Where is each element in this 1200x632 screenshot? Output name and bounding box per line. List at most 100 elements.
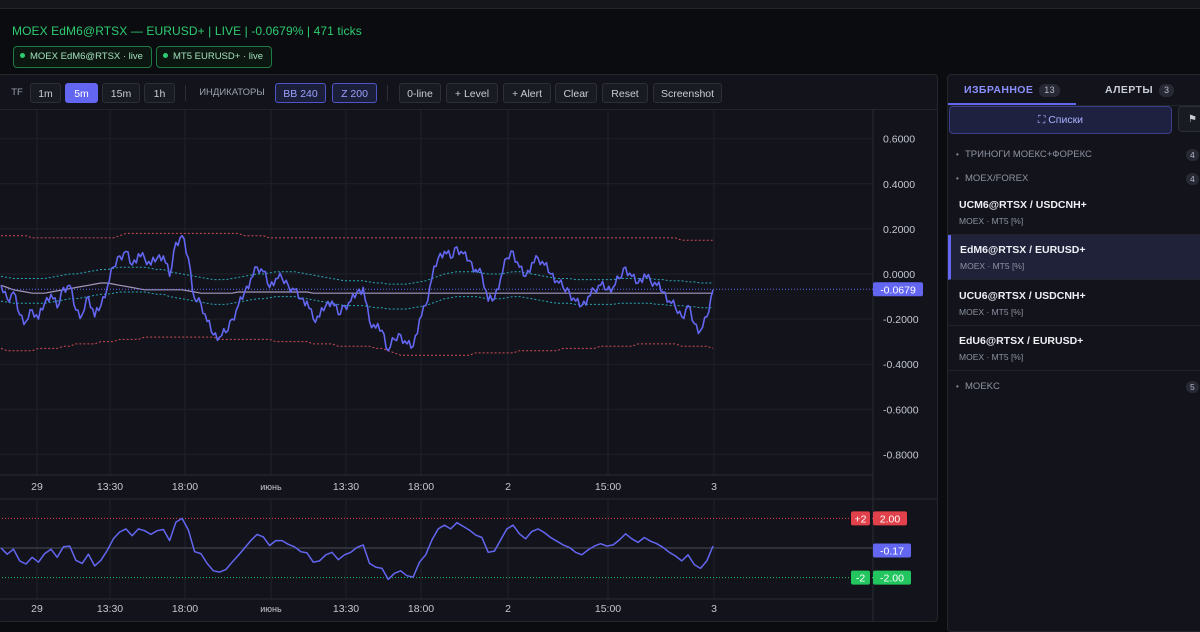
y-tick-label: 0.2000 (883, 224, 915, 236)
upper-level-tag-bg (851, 511, 870, 526)
inner-upper-band (0, 266, 713, 285)
sidebar: ИЗБРАННОЕ 13 АЛЕРТЫ 3 ⛶ Списки ⚑ • ТРИНОГИ… (947, 74, 1200, 632)
x-tick-label: июнь (260, 482, 282, 492)
zscore-series-line (0, 517, 714, 581)
y-tick-label: -0.6000 (883, 404, 919, 416)
tf-15m-button[interactable]: 15m (102, 83, 140, 103)
tf-1h-button[interactable]: 1h (144, 83, 175, 103)
tab-divider (948, 105, 1200, 106)
sub-x-tick-label: 15:00 (595, 603, 621, 615)
pair-source: MOEX · MT5 [%] (959, 216, 1024, 226)
group-count-badge: 4 (1186, 149, 1199, 161)
tab-favorites[interactable]: ИЗБРАННОЕ 13 (964, 75, 1061, 105)
list-item[interactable]: UCM6@RTSX / USDCNH+ MOEX · MT5 [%] (948, 190, 1200, 235)
pair-name: EdM6@RTSX / EURUSD+ (960, 244, 1086, 256)
y-tick-label: -0.4000 (883, 359, 919, 371)
pair-name: UCU6@RTSX / USDCNH+ (959, 290, 1086, 302)
zero-line-button[interactable]: 0-line (399, 83, 441, 103)
lower-value-tag-bg (873, 570, 911, 585)
pair-name: EdU6@RTSX / EURUSD+ (959, 335, 1084, 347)
y-tick-label: -0.2000 (883, 314, 919, 326)
lower-level-tag-label: -2 (856, 573, 865, 585)
add-level-button[interactable]: + Level (446, 83, 498, 103)
last-value-label: -0.0679 (880, 284, 916, 296)
lower-value-tag-label: -2.00 (880, 573, 904, 585)
y-tick-label: 0.0000 (883, 269, 915, 281)
x-tick-label: 18:00 (408, 481, 434, 493)
x-tick-label: 13:30 (333, 481, 359, 493)
x-tick-label: 15:00 (595, 481, 621, 493)
live-dot-icon (163, 52, 168, 58)
active-tab-indicator (948, 103, 1076, 105)
top-strip (0, 0, 1200, 9)
page-title: MOEX EdM6@RTSX — EURUSD+ | LIVE | -0.067… (12, 24, 362, 38)
flag-button[interactable]: ⚑ (1178, 106, 1200, 132)
pair-source: MOEX · MT5 [%] (959, 307, 1024, 317)
pair-source: MOEX · MT5 [%] (960, 261, 1025, 271)
lists-button[interactable]: ⛶ Списки (949, 106, 1172, 134)
favorites-count-badge: 13 (1039, 84, 1061, 97)
x-tick-label: 3 (711, 481, 717, 493)
sub-x-tick-label: 3 (711, 603, 717, 615)
price-chart[interactable]: 0.6000 0.4000 0.2000 0.0000 -0.2000 -0.4000 -0… (0, 75, 937, 621)
live-dot-icon (20, 52, 25, 58)
clear-button[interactable]: Clear (555, 83, 597, 103)
group-moex-forex[interactable]: • MOEX/FOREX 4 (948, 168, 1200, 190)
add-alert-button[interactable]: + Alert (503, 83, 551, 103)
group-moeks[interactable]: • MOEKC 5 (948, 376, 1200, 398)
lower-level-tag: -2 (851, 570, 870, 585)
moex-live-pill[interactable]: MOEX EdM6@RTSX · live (13, 46, 152, 68)
sub-x-tick-label: 29 (31, 603, 43, 615)
bullet-icon: • (956, 382, 959, 391)
bullet-icon: • (956, 174, 959, 183)
bb-240-indicator-button[interactable]: BB 240 (275, 83, 326, 103)
z-200-indicator-button[interactable]: Z 200 (332, 83, 377, 103)
list-item[interactable]: EdU6@RTSX / EURUSD+ MOEX · MT5 [%] (948, 326, 1200, 371)
toolbar-divider (387, 85, 388, 101)
y-tick-label: -0.8000 (883, 449, 919, 461)
y-tick-label: 0.6000 (883, 134, 915, 146)
bb-lower-band (0, 336, 714, 356)
tf-5m-button[interactable]: 5m (65, 83, 98, 103)
tab-alerts[interactable]: АЛЕРТЫ 3 (1105, 75, 1175, 105)
upper-level-tag-label: +2 (855, 513, 867, 525)
toolbar-divider (185, 85, 186, 101)
sub-x-tick-label: 18:00 (408, 603, 434, 615)
sub-x-tick-label: 2 (505, 603, 511, 615)
indicators-label: ИНДИКАТОРЫ (199, 87, 265, 98)
pair-source: MOEX · MT5 [%] (959, 352, 1024, 362)
zscore-last-tag-label: -0.17 (880, 546, 904, 558)
list-item-selected[interactable]: EdM6@RTSX / EURUSD+ MOEX · MT5 [%] (948, 235, 1200, 280)
upper-value-tag-label: 2.00 (880, 513, 901, 525)
group-label: MOEX/FOREX (965, 173, 1029, 184)
screenshot-button[interactable]: Screenshot (653, 83, 722, 103)
moex-pill-label: MOEX EdM6@RTSX · live (30, 51, 143, 62)
bb-upper-band (1, 232, 713, 241)
pair-name: UCM6@RTSX / USDCNH+ (959, 199, 1087, 211)
lower-value-tag: -2.00 (873, 570, 911, 585)
group-trinogi[interactable]: • ТРИНОГИ МОЕКС+ФОРЕКС 4 (948, 144, 1200, 166)
zscore-last-tag: -0.17 (873, 543, 911, 558)
inner-lower-band (0, 291, 713, 310)
lower-level-tag-bg (851, 570, 870, 585)
mt5-pill-label: MT5 EURUSD+ · live (173, 51, 263, 62)
mt5-live-pill[interactable]: MT5 EURUSD+ · live (156, 46, 272, 68)
tab-favorites-label: ИЗБРАННОЕ (964, 84, 1034, 96)
y-tick-label: 0.4000 (883, 179, 915, 191)
sub-x-tick-label: 18:00 (172, 603, 198, 615)
group-label: MOEKC (965, 381, 1000, 392)
tf-1m-button[interactable]: 1m (30, 83, 61, 103)
last-value-tag-bg (873, 282, 923, 297)
upper-value-tag-bg (873, 511, 907, 526)
zscore-last-tag-bg (873, 543, 911, 558)
sub-x-tick-label: 13:30 (333, 603, 359, 615)
reset-button[interactable]: Reset (602, 83, 648, 103)
chart-toolbar: TF 1m 5m 15m 1h ИНДИКАТОРЫ BB 240 Z 200 … (0, 75, 937, 110)
list-item[interactable]: UCU6@RTSX / USDCNH+ MOEX · MT5 [%] (948, 281, 1200, 326)
tab-alerts-label: АЛЕРТЫ (1105, 84, 1154, 96)
x-tick-label: 2 (505, 481, 511, 493)
sub-x-tick-label: 13:30 (97, 603, 123, 615)
tf-label: TF (11, 87, 23, 98)
bullet-icon: • (956, 150, 959, 159)
sub-x-tick-label: июнь (260, 604, 282, 614)
